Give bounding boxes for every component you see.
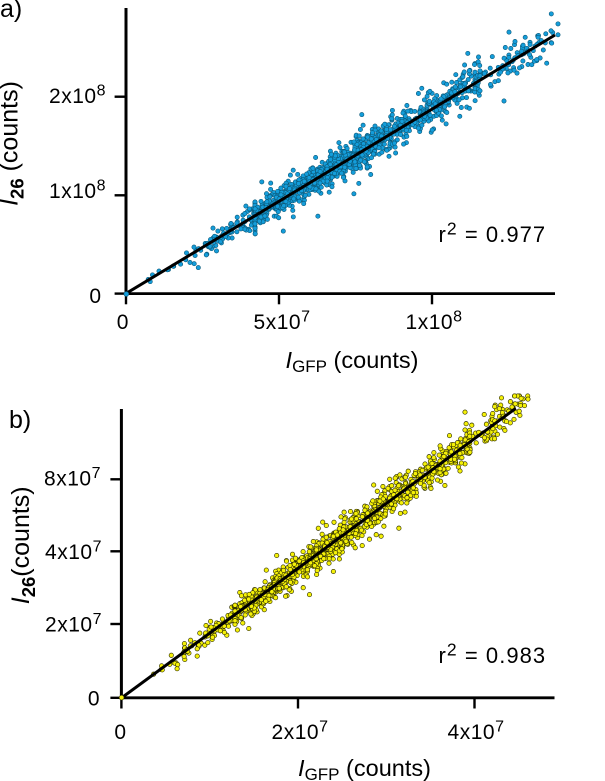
svg-text:IGFP (counts): IGFP (counts): [286, 347, 419, 376]
svg-text:2x107: 2x107: [272, 719, 329, 745]
svg-text:0: 0: [114, 721, 126, 744]
svg-text:0: 0: [117, 311, 129, 334]
svg-text:I26 (counts): I26 (counts): [0, 81, 27, 206]
svg-text:I26(counts): I26(counts): [7, 486, 39, 604]
svg-text:8x107: 8x107: [44, 465, 101, 491]
svg-text:a): a): [0, 0, 22, 23]
svg-text:5x107: 5x107: [254, 309, 311, 335]
svg-text:1x108: 1x108: [49, 178, 106, 204]
svg-text:r2 = 0.977: r2 = 0.977: [439, 219, 547, 248]
svg-text:4x107: 4x107: [448, 719, 505, 745]
svg-text:2x108: 2x108: [49, 83, 106, 109]
svg-text:4x107: 4x107: [45, 539, 102, 565]
svg-text:0: 0: [88, 688, 100, 711]
svg-text:b): b): [9, 406, 31, 434]
svg-text:0: 0: [89, 285, 101, 308]
svg-text:IGFP (counts): IGFP (counts): [298, 755, 431, 781]
svg-text:2x107: 2x107: [45, 611, 102, 637]
svg-text:1x108: 1x108: [406, 309, 463, 335]
